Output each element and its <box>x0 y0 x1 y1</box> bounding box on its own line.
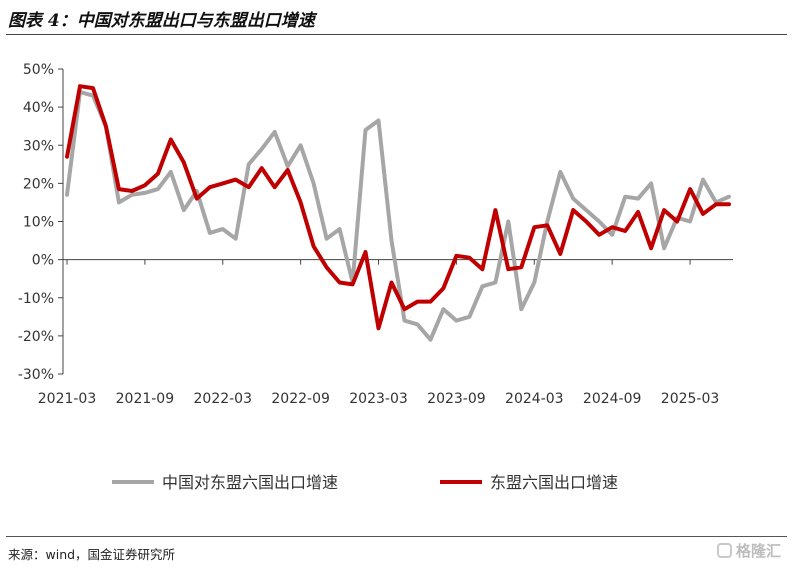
x-tick-label: 2024-03 <box>505 391 564 407</box>
watermark: 格隆汇 <box>716 540 781 561</box>
y-tick-label: -20% <box>18 329 54 345</box>
y-tick-label: -10% <box>18 291 54 307</box>
y-tick-label: 50% <box>23 62 54 78</box>
source-note: 来源：wind，国金证券研究所 <box>8 547 176 562</box>
x-tick-label: 2025-03 <box>661 391 720 407</box>
footer-divider <box>6 536 787 537</box>
x-tick-label: 2021-09 <box>116 391 175 407</box>
y-tick-label: 10% <box>23 215 54 231</box>
x-tick-label: 2022-03 <box>194 391 253 407</box>
y-axis: -30% -20% -10% 0% 10% 20% 30% 40% 50% <box>18 62 64 383</box>
y-tick-label: -30% <box>18 367 54 383</box>
x-tick-label: 2021-03 <box>38 391 97 407</box>
x-tick-label: 2023-09 <box>427 391 486 407</box>
y-tick-label: 40% <box>23 100 54 116</box>
line-chart: -30%-20%-10%0%10%20%30%40%50% 2021-03 202… <box>18 62 733 492</box>
series-layer <box>65 84 731 342</box>
legend-label: 东盟六国出口增速 <box>490 473 618 492</box>
legend-label: 中国对东盟六国出口增速 <box>162 473 338 492</box>
y-tick-label: 20% <box>23 176 54 192</box>
y-tick-label: 0% <box>32 253 54 269</box>
x-tick-label: 2022-09 <box>271 391 330 407</box>
series-line-2 <box>65 84 731 331</box>
series-line-1 <box>65 89 731 342</box>
legend: 中国对东盟六国出口增速 东盟六国出口增速 <box>112 473 618 492</box>
title-divider <box>6 34 787 35</box>
x-axis: 2021-03 2021-09 2022-03 2022-09 2023-03 2023-… <box>38 259 733 407</box>
x-tick-label: 2024-09 <box>583 391 642 407</box>
x-tick-label: 2023-03 <box>349 391 408 407</box>
watermark-text: 格隆汇 <box>735 542 781 560</box>
chart-title: 图表 4：中国对东盟出口与东盟出口增速 <box>8 11 315 31</box>
watermark-logo-icon <box>716 543 732 558</box>
y-tick-label: 30% <box>23 138 54 154</box>
